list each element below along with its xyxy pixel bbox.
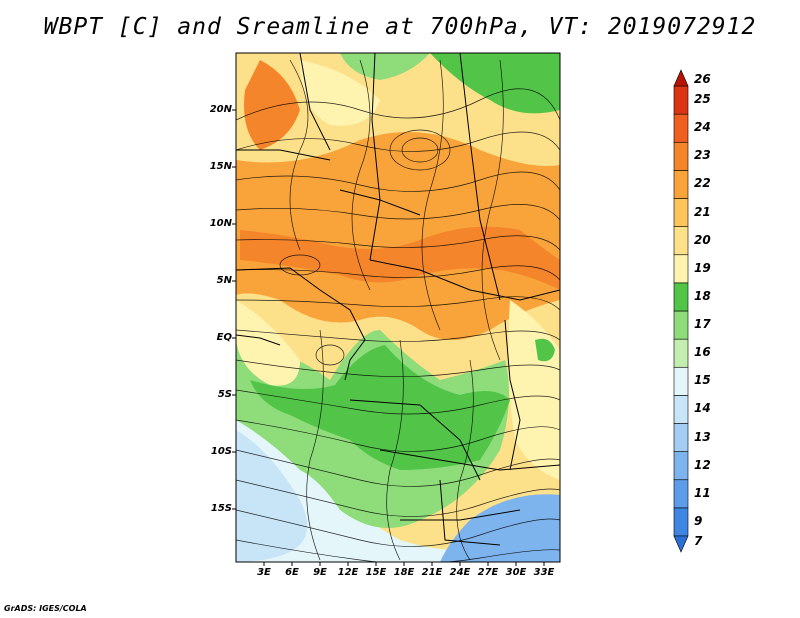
colorbar-bin: [673, 141, 689, 171]
colorbar-bin: [673, 423, 689, 452]
lon-label: 18E: [393, 567, 415, 578]
colorbar-label: 9: [694, 513, 703, 528]
colorbar: [673, 69, 689, 553]
colorbar-bin: [673, 226, 689, 256]
colorbar-bin: [673, 395, 689, 424]
colorbar-bin: [673, 310, 689, 340]
colorbar-bin: [673, 366, 689, 396]
plot-frame: [235, 52, 561, 563]
colorbar-bottom-triangle: [673, 535, 689, 553]
lat-label: 20N: [209, 104, 232, 115]
shade-yellow-north: [300, 60, 380, 126]
shade-orange-north: [244, 60, 300, 150]
lat-label: 5N: [216, 275, 232, 286]
lon-label: 6E: [285, 567, 299, 578]
colorbar-bin: [673, 451, 689, 481]
wbpt-shading: [236, 53, 560, 562]
colorbar-label: 12: [694, 457, 711, 472]
shade-green-north: [340, 53, 430, 80]
lat-label: 10N: [209, 218, 232, 229]
lat-label: 15S: [210, 503, 232, 514]
lon-label: 30E: [505, 567, 527, 578]
colorbar-label: 16: [694, 345, 711, 360]
streamlines: [236, 59, 560, 562]
colorbar-label: 24: [694, 120, 711, 135]
country-borders: [236, 53, 560, 546]
colorbar-label: 14: [694, 401, 711, 416]
shade-southeast-blue: [440, 494, 560, 562]
shade-dark-green: [250, 345, 510, 470]
lon-label: 33E: [533, 567, 555, 578]
lon-label: 3E: [257, 567, 271, 578]
colorbar-label: 15: [694, 373, 711, 388]
colorbar-bin: [673, 170, 689, 199]
colorbar-label: 7: [694, 534, 703, 549]
colorbar-bin: [673, 254, 689, 284]
colorbar-label: 18: [694, 288, 711, 303]
colorbar-label: 22: [694, 176, 711, 191]
colorbar-bin: [673, 338, 689, 368]
chart-title: WBPT [C] and Sreamline at 700hPa, VT: 20…: [43, 14, 757, 40]
lat-label: 15N: [209, 161, 232, 172]
colorbar-bin: [673, 198, 689, 227]
shade-southwest-blue: [236, 430, 308, 562]
colorbar-label: 23: [694, 148, 711, 163]
colorbar-bin: [673, 85, 689, 115]
lon-label: 9E: [313, 567, 327, 578]
shade-south-pale-blue: [236, 420, 560, 562]
lat-label: 10S: [210, 446, 232, 457]
colorbar-label: 17: [694, 317, 711, 332]
shade-green-east-patch: [535, 338, 555, 362]
shade-dark-orange: [240, 226, 560, 290]
credit-text: GrADS: IGES/COLA: [4, 604, 87, 613]
shade-yellow-west: [236, 300, 300, 386]
lon-label: 15E: [365, 567, 387, 578]
colorbar-label: 13: [694, 429, 711, 444]
colorbar-top-triangle: [673, 69, 689, 87]
lat-label: EQ: [216, 332, 232, 343]
colorbar-bin: [673, 507, 689, 537]
colorbar-label: 11: [694, 485, 711, 500]
lon-label: 21E: [421, 567, 443, 578]
lat-label: 5S: [217, 389, 232, 400]
lon-label: 27E: [477, 567, 499, 578]
colorbar-label: 20: [694, 232, 711, 247]
colorbar-label: 25: [694, 92, 711, 107]
colorbar-label: 21: [694, 204, 711, 219]
colorbar-label: 26: [694, 71, 711, 86]
lon-label: 24E: [449, 567, 471, 578]
lon-label: 12E: [337, 567, 359, 578]
colorbar-bin: [673, 479, 689, 509]
axis-ticks: [232, 109, 545, 566]
shade-green-northeast: [430, 53, 560, 114]
colorbar-bin: [673, 113, 689, 143]
colorbar-bin: [673, 282, 689, 312]
colorbar-label: 19: [694, 260, 711, 275]
